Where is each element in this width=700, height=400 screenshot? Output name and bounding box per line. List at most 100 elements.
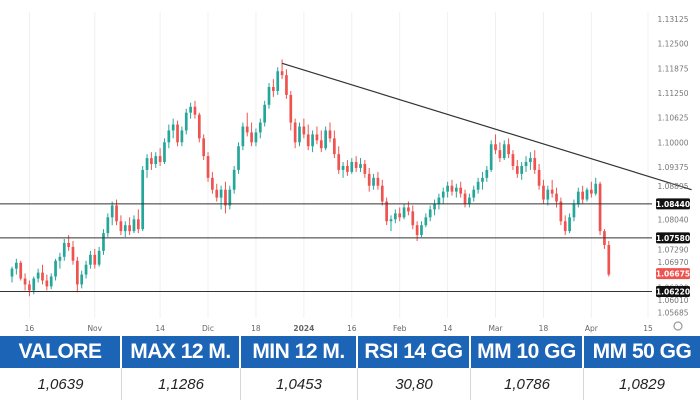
value-mm-50gg: 1,0829 bbox=[619, 375, 665, 393]
candle-body bbox=[119, 221, 123, 232]
candle bbox=[298, 122, 301, 147]
candle-body bbox=[311, 134, 314, 147]
candle-body bbox=[197, 114, 201, 139]
candle-body bbox=[607, 244, 611, 275]
candle-body bbox=[581, 191, 585, 200]
x-tick-label: 18 bbox=[539, 324, 549, 333]
candle bbox=[267, 83, 271, 109]
stats-value-row: 1,0639 1,1286 1,0453 30,80 1,0786 1,0829 bbox=[0, 368, 700, 400]
price-label-bg bbox=[656, 268, 690, 280]
candle bbox=[49, 273, 53, 290]
price-label: 1.07580 bbox=[656, 234, 690, 243]
candle-body bbox=[254, 132, 258, 143]
candle-body bbox=[433, 203, 436, 210]
candle-body bbox=[123, 225, 127, 232]
candle bbox=[319, 130, 323, 153]
candle-body bbox=[533, 158, 537, 170]
candle-body bbox=[206, 156, 210, 178]
candle bbox=[145, 154, 149, 178]
price-label-bg bbox=[656, 232, 690, 244]
candle bbox=[428, 205, 432, 222]
candle-body bbox=[145, 158, 149, 170]
candle-body bbox=[306, 134, 310, 147]
candle-body bbox=[285, 75, 288, 95]
y-tick-label: 1.09375 bbox=[657, 163, 688, 172]
candle-body bbox=[590, 189, 593, 194]
candle bbox=[459, 181, 463, 198]
x-tick-label: 14 bbox=[443, 324, 453, 333]
candle bbox=[507, 138, 510, 159]
x-tick-label: Feb bbox=[393, 324, 407, 333]
value-valore: 1,0639 bbox=[0, 368, 122, 400]
y-tick-label: 1.05685 bbox=[657, 309, 688, 318]
candle bbox=[324, 126, 327, 151]
candle-body bbox=[476, 181, 480, 190]
y-tick-label: 1.06970 bbox=[657, 258, 688, 267]
candle-body bbox=[498, 150, 502, 159]
candle-body bbox=[97, 250, 101, 265]
candle bbox=[581, 185, 585, 204]
candle-body bbox=[280, 71, 284, 76]
candle-body bbox=[359, 164, 362, 168]
candle-body bbox=[337, 154, 341, 170]
y-tick-label: 1.13125 bbox=[657, 15, 688, 24]
candle-body bbox=[393, 213, 397, 220]
candle bbox=[389, 215, 393, 232]
candle-body bbox=[450, 185, 454, 192]
candle-body bbox=[141, 169, 145, 230]
candle bbox=[520, 162, 524, 180]
candle bbox=[454, 183, 458, 198]
candle bbox=[398, 207, 402, 222]
candle-body bbox=[511, 154, 515, 166]
candle bbox=[502, 140, 506, 161]
x-tick-label: Apr bbox=[585, 324, 599, 333]
candle-body bbox=[110, 205, 114, 218]
candle bbox=[546, 185, 550, 206]
candle-body bbox=[132, 219, 136, 232]
trendline-group bbox=[281, 62, 692, 191]
candle-body bbox=[302, 126, 306, 135]
candle-body bbox=[437, 197, 441, 204]
value-min-12m: 1,0453 bbox=[241, 368, 358, 400]
candle bbox=[607, 241, 611, 277]
candle bbox=[306, 124, 310, 151]
candle bbox=[219, 185, 223, 210]
candle bbox=[446, 181, 449, 198]
candle-body bbox=[550, 189, 554, 194]
candle bbox=[123, 221, 127, 238]
candle bbox=[184, 108, 188, 135]
candle-body bbox=[167, 130, 171, 143]
candle-body bbox=[481, 177, 484, 182]
x-tick-label: 18 bbox=[251, 324, 261, 333]
candle-body bbox=[420, 225, 423, 236]
candle-body bbox=[219, 189, 223, 198]
candle bbox=[189, 102, 192, 119]
candle bbox=[206, 152, 210, 182]
candle bbox=[537, 164, 541, 190]
y-tick-label: 1.08895 bbox=[657, 182, 688, 191]
candle-body bbox=[171, 124, 175, 131]
candle bbox=[463, 189, 467, 208]
candle-body bbox=[380, 185, 384, 202]
candle-body bbox=[84, 264, 88, 275]
value-rsi-14gg: 30,80 bbox=[358, 368, 471, 400]
candle-body bbox=[424, 217, 428, 226]
candle-body bbox=[62, 242, 66, 257]
candle-body bbox=[598, 183, 602, 232]
candle-body bbox=[15, 262, 18, 269]
grid bbox=[28, 12, 649, 318]
candle-body bbox=[232, 169, 236, 190]
candle-body bbox=[163, 142, 166, 163]
horizontal-levels bbox=[0, 203, 652, 293]
candle bbox=[568, 213, 571, 234]
candle-body bbox=[28, 284, 31, 291]
candle bbox=[237, 142, 240, 174]
header-mm-50gg: MM 50 GG bbox=[584, 336, 700, 368]
candle-body bbox=[502, 144, 506, 159]
candle bbox=[102, 229, 105, 255]
candle-body bbox=[489, 144, 493, 170]
candle bbox=[167, 124, 171, 149]
chart-settings-icon[interactable] bbox=[673, 321, 683, 331]
candle-body bbox=[529, 158, 532, 163]
candle bbox=[80, 270, 84, 289]
